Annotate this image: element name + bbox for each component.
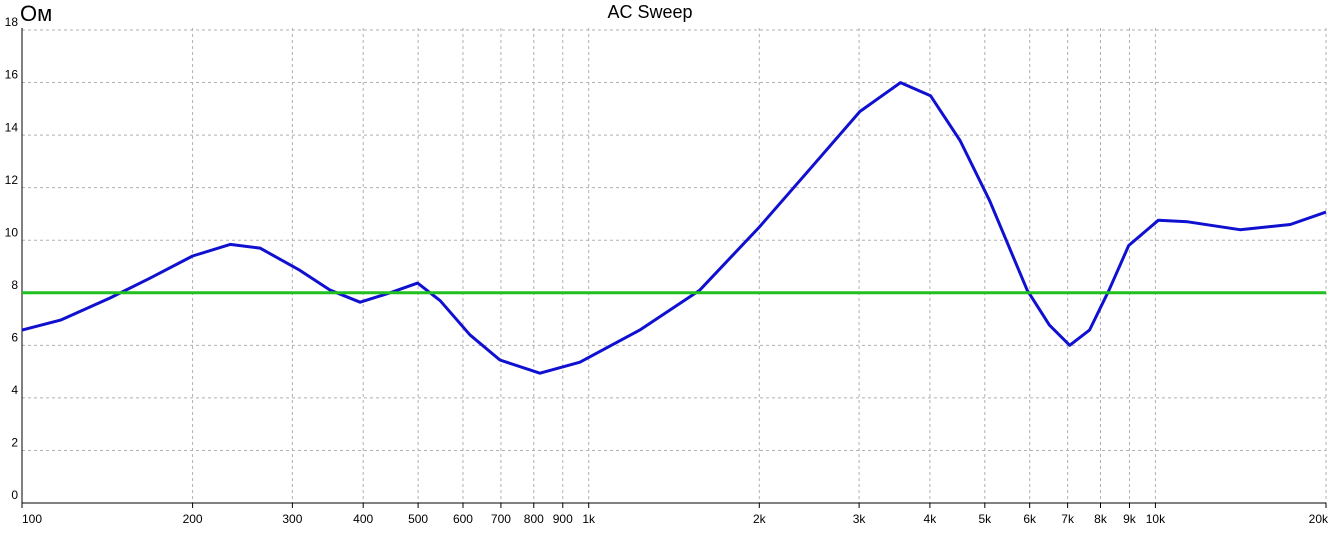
x-tick-label: 6k xyxy=(1023,512,1037,526)
y-tick-label: 16 xyxy=(5,68,19,82)
x-tick-label: 7k xyxy=(1061,512,1075,526)
x-tick-label: 600 xyxy=(453,512,473,526)
x-tick-label: 100 xyxy=(22,512,42,526)
x-tick-label: 20k xyxy=(1309,512,1329,526)
x-tick-label: 500 xyxy=(408,512,428,526)
y-tick-label: 8 xyxy=(11,278,18,292)
y-tick-label: 4 xyxy=(11,383,18,397)
y-tick-label: 12 xyxy=(5,173,19,187)
y-tick-label: 2 xyxy=(11,436,18,450)
x-tick-label: 4k xyxy=(924,512,938,526)
series-line xyxy=(21,81,1327,375)
x-tick-label: 3k xyxy=(853,512,867,526)
x-tick-label: 200 xyxy=(183,512,203,526)
y-tick-label: 18 xyxy=(5,15,19,29)
x-tick-label: 800 xyxy=(524,512,544,526)
y-tick-label: 14 xyxy=(5,120,19,134)
y-axis-label: Ом xyxy=(20,1,52,26)
x-tick-label: 8k xyxy=(1094,512,1108,526)
x-tick-label: 1k xyxy=(582,512,596,526)
x-tick-label: 10k xyxy=(1146,512,1166,526)
x-tick-label: 9k xyxy=(1123,512,1137,526)
x-tick-label: 5k xyxy=(978,512,992,526)
x-tick-label: 400 xyxy=(353,512,373,526)
x-tick-label: 700 xyxy=(491,512,511,526)
x-tick-label: 300 xyxy=(282,512,302,526)
chart-title: AC Sweep xyxy=(607,2,692,22)
y-tick-label: 6 xyxy=(11,331,18,345)
x-tick-label: 2k xyxy=(753,512,767,526)
y-tick-label: 10 xyxy=(5,225,19,239)
x-tick-label: 900 xyxy=(553,512,573,526)
y-tick-label: 0 xyxy=(11,488,18,502)
